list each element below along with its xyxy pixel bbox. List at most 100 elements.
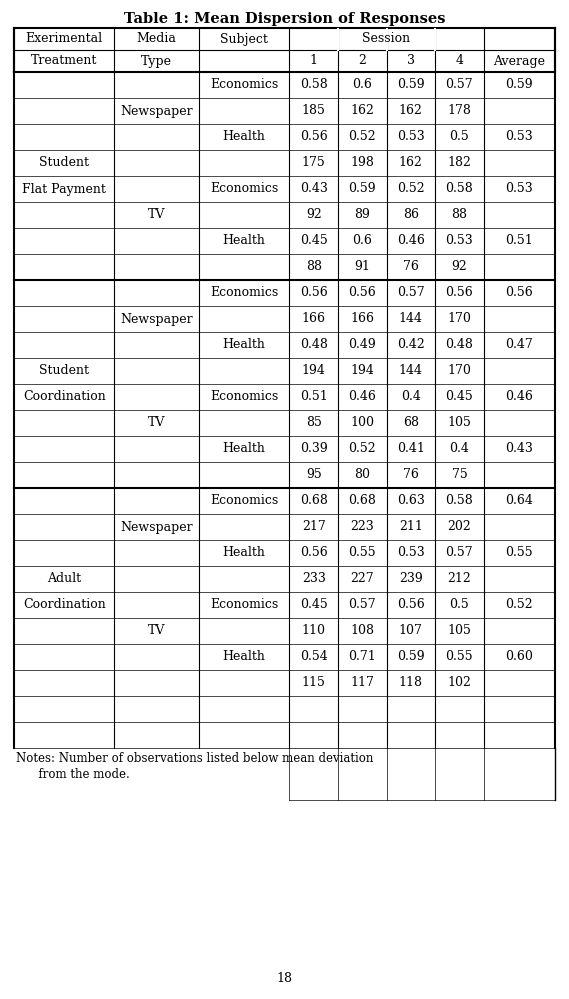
Text: Coordination: Coordination [23,598,106,611]
Text: 0.53: 0.53 [505,183,533,196]
Text: 0.5: 0.5 [450,598,469,611]
Text: TV: TV [148,209,165,222]
Text: 107: 107 [399,624,423,637]
Text: 211: 211 [399,520,423,533]
Text: 0.6: 0.6 [352,235,372,248]
Text: 0.51: 0.51 [505,235,533,248]
Text: Exerimental: Exerimental [26,33,103,46]
Text: Student: Student [39,157,89,170]
Text: 89: 89 [354,209,370,222]
Text: 108: 108 [351,624,374,637]
Text: 166: 166 [351,313,374,326]
Text: 170: 170 [447,365,471,378]
Text: 0.53: 0.53 [397,131,424,144]
Text: 0.56: 0.56 [446,287,473,300]
Text: Average: Average [493,55,545,68]
Text: 110: 110 [302,624,325,637]
Text: 91: 91 [354,261,370,274]
Text: 0.68: 0.68 [348,495,376,507]
Text: 0.4: 0.4 [401,391,421,404]
Text: Economics: Economics [210,287,278,300]
Text: Treatment: Treatment [31,55,97,68]
Text: Health: Health [222,546,266,559]
Text: 0.43: 0.43 [505,443,533,456]
Text: 0.42: 0.42 [397,339,424,352]
Text: 0.45: 0.45 [446,391,473,404]
Text: Notes: Number of observations listed below mean deviation: Notes: Number of observations listed bel… [16,752,373,765]
Text: Health: Health [222,235,266,248]
Text: 0.56: 0.56 [505,287,533,300]
Text: 0.43: 0.43 [300,183,328,196]
Text: 0.59: 0.59 [505,79,533,92]
Text: 1: 1 [310,55,318,68]
Text: Subject: Subject [220,33,268,46]
Text: 0.57: 0.57 [348,598,376,611]
Text: 0.52: 0.52 [397,183,424,196]
Text: 0.56: 0.56 [348,287,376,300]
Text: Health: Health [222,650,266,663]
Text: 239: 239 [399,572,423,585]
Text: 92: 92 [452,261,467,274]
Text: 0.56: 0.56 [300,287,328,300]
Text: 0.58: 0.58 [446,495,473,507]
Text: Session: Session [362,33,411,46]
Text: Type: Type [141,55,172,68]
Text: 170: 170 [447,313,471,326]
Text: 198: 198 [351,157,374,170]
Text: 105: 105 [447,417,471,430]
Text: 76: 76 [403,261,419,274]
Text: 0.56: 0.56 [300,546,328,559]
Text: 144: 144 [399,365,423,378]
Text: 166: 166 [302,313,325,326]
Text: Newspaper: Newspaper [120,105,193,118]
Text: 212: 212 [448,572,471,585]
Text: 0.46: 0.46 [397,235,425,248]
Text: 0.54: 0.54 [300,650,328,663]
Text: Coordination: Coordination [23,391,106,404]
Text: 0.39: 0.39 [300,443,328,456]
Text: Newspaper: Newspaper [120,520,193,533]
Text: 178: 178 [447,105,471,118]
Text: 0.47: 0.47 [505,339,533,352]
Text: 233: 233 [302,572,325,585]
Text: 0.5: 0.5 [450,131,469,144]
Text: 100: 100 [351,417,374,430]
Text: Media: Media [137,33,176,46]
Text: 0.45: 0.45 [300,598,328,611]
Text: 0.64: 0.64 [505,495,533,507]
Text: 0.55: 0.55 [505,546,533,559]
Text: 85: 85 [306,417,321,430]
Text: Economics: Economics [210,183,278,196]
Text: 105: 105 [447,624,471,637]
Text: 0.45: 0.45 [300,235,328,248]
Text: Economics: Economics [210,79,278,92]
Text: 0.6: 0.6 [352,79,372,92]
Text: Health: Health [222,339,266,352]
Text: 118: 118 [399,676,423,689]
Text: Economics: Economics [210,495,278,507]
Text: 162: 162 [399,105,423,118]
Text: 227: 227 [351,572,374,585]
Text: 194: 194 [351,365,374,378]
Text: 0.56: 0.56 [300,131,328,144]
Text: 162: 162 [351,105,374,118]
Text: 0.48: 0.48 [300,339,328,352]
Text: Health: Health [222,443,266,456]
Text: 0.55: 0.55 [446,650,473,663]
Text: 0.57: 0.57 [446,79,473,92]
Text: Adult: Adult [47,572,81,585]
Text: 217: 217 [302,520,325,533]
Text: 88: 88 [306,261,321,274]
Text: 223: 223 [351,520,374,533]
Text: 182: 182 [447,157,471,170]
Text: 185: 185 [302,105,325,118]
Text: 102: 102 [447,676,471,689]
Text: 0.4: 0.4 [450,443,469,456]
Text: 0.60: 0.60 [505,650,533,663]
Text: 194: 194 [302,365,325,378]
Text: 0.58: 0.58 [446,183,473,196]
Text: 76: 76 [403,469,419,482]
Text: 68: 68 [403,417,419,430]
Text: 0.52: 0.52 [505,598,533,611]
Text: Newspaper: Newspaper [120,313,193,326]
